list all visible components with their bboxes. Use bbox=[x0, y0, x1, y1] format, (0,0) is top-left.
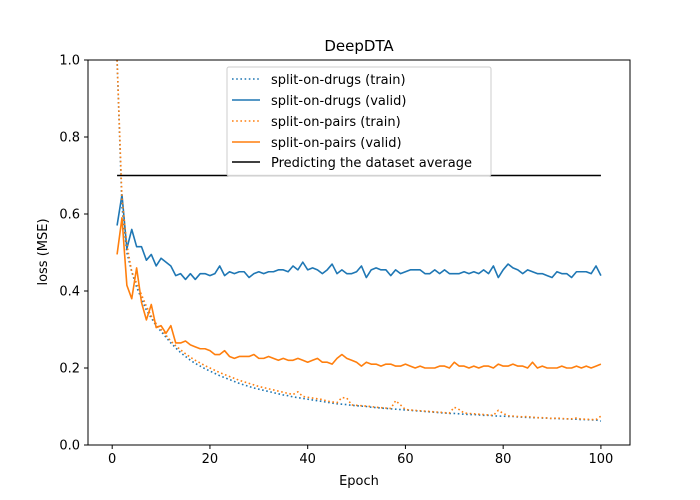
y-ticks: 0.0 0.2 0.4 0.6 0.8 1.0 bbox=[59, 54, 88, 454]
legend-label-drugs-train: split-on-drugs (train) bbox=[271, 73, 406, 88]
series-drugs-valid-line bbox=[116, 193, 602, 281]
chart-title: DeepDTA bbox=[324, 37, 394, 55]
y-tick-label: 0.2 bbox=[59, 362, 80, 377]
y-tick-label: 0.4 bbox=[59, 285, 80, 300]
legend-label-pairs-valid: split-on-pairs (valid) bbox=[271, 136, 402, 151]
x-tick-label: 0 bbox=[108, 452, 116, 467]
axes-frame bbox=[87, 59, 631, 446]
legend-label-drugs-valid: split-on-drugs (valid) bbox=[271, 94, 406, 109]
legend-box bbox=[226, 66, 492, 177]
series-pairs-valid-line bbox=[116, 217, 602, 369]
x-tick-label: 20 bbox=[202, 452, 219, 467]
y-axis-label: loss (MSE) bbox=[36, 218, 51, 285]
x-tick-label: 100 bbox=[589, 452, 614, 467]
x-tick-label: 80 bbox=[495, 452, 512, 467]
x-axis-label: Epoch bbox=[339, 474, 379, 489]
legend-label-pairs-train: split-on-pairs (train) bbox=[271, 115, 401, 130]
x-ticks: 0 20 40 60 80 100 bbox=[108, 445, 613, 467]
x-tick-label: 40 bbox=[299, 452, 316, 467]
x-tick-label: 60 bbox=[397, 452, 414, 467]
legend: split-on-drugs (train) split-on-drugs (v… bbox=[226, 66, 492, 177]
y-tick-label: 0.0 bbox=[59, 439, 80, 454]
y-tick-label: 0.8 bbox=[59, 131, 80, 146]
y-tick-label: 1.0 bbox=[59, 54, 80, 69]
y-tick-label: 0.6 bbox=[59, 208, 80, 223]
legend-label-average: Predicting the dataset average bbox=[271, 156, 472, 171]
